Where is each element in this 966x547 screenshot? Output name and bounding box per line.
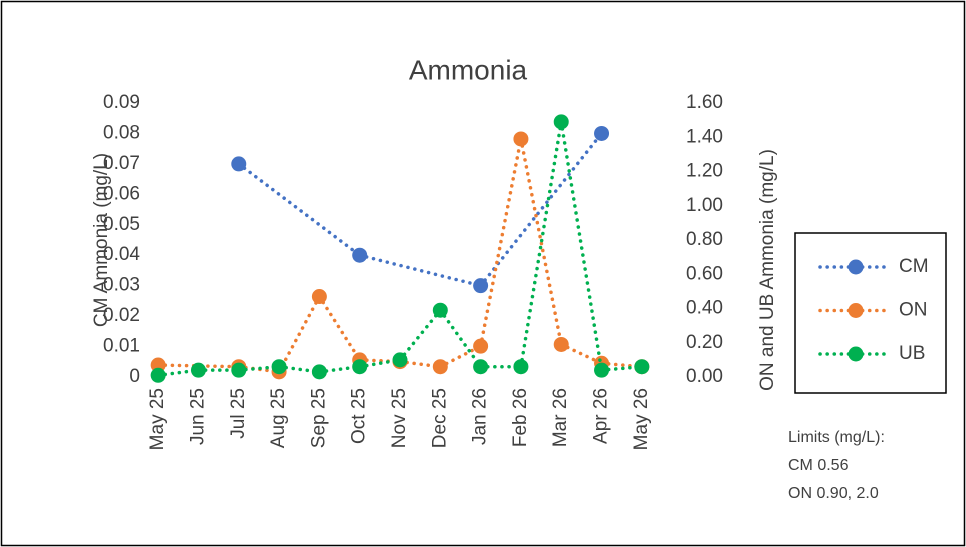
data-point — [634, 359, 650, 375]
series-line — [438, 308, 483, 369]
legend-label: UB — [899, 343, 925, 364]
series-line — [156, 363, 241, 369]
data-point — [392, 352, 408, 368]
y-tick-label: 0.06 — [103, 183, 140, 204]
data-point — [513, 359, 529, 375]
data-point — [231, 362, 247, 378]
data-point — [311, 364, 327, 380]
x-tick-label: Sep 25 — [308, 388, 329, 448]
series-line — [478, 137, 523, 348]
x-tick-label: Jul 25 — [228, 388, 249, 439]
x-tick-label: Oct 25 — [349, 388, 370, 444]
y-tick-label: 0.07 — [103, 153, 140, 174]
data-point — [190, 362, 206, 378]
data-point — [432, 302, 448, 318]
note: Limits (mg/L): — [788, 429, 885, 446]
legend-marker — [848, 259, 864, 275]
x-tick-label: Mar 26 — [550, 388, 571, 447]
x-tick-label: Jun 25 — [187, 388, 208, 445]
data-point — [553, 336, 569, 352]
series-line — [438, 344, 483, 369]
y-tick-label: 0.01 — [103, 336, 140, 357]
y-tick-label: 0.04 — [103, 244, 140, 265]
series-line — [559, 120, 604, 372]
legend-marker — [848, 346, 864, 362]
data-point — [432, 359, 448, 375]
x-tick-label: Aug 25 — [268, 388, 289, 448]
y-tick-label: 0 — [129, 366, 140, 387]
data-point — [231, 156, 247, 172]
legend-marker — [848, 303, 864, 318]
series-line — [519, 137, 563, 347]
y2-tick-label: 1.40 — [686, 126, 723, 147]
series-line — [519, 120, 563, 369]
y-axis-title: CM Ammonia (mg/L) — [91, 153, 112, 327]
y2-tick-label: 1.00 — [686, 195, 723, 216]
y-tick-label: 0.08 — [103, 122, 140, 143]
data-point — [473, 278, 489, 294]
data-point — [150, 357, 166, 373]
data-point — [473, 359, 489, 375]
data-point — [553, 114, 569, 130]
data-point — [352, 359, 368, 375]
legend-label: ON — [899, 300, 928, 321]
x-tick-label: Dec 25 — [429, 388, 450, 448]
data-point — [311, 289, 327, 305]
y2-tick-label: 0.20 — [686, 332, 723, 353]
legend-label: CM — [899, 256, 929, 277]
y2-tick-label: 0.80 — [686, 229, 723, 250]
x-tick-label: Nov 25 — [389, 388, 410, 448]
series-line — [277, 294, 322, 374]
y-tick-label: 0.09 — [103, 92, 140, 113]
x-tick-label: May 25 — [147, 388, 168, 450]
data-point — [150, 367, 166, 383]
note: ON 0.90, 2.0 — [788, 485, 879, 502]
data-point — [473, 338, 489, 354]
series-line — [357, 253, 483, 288]
y2-axis-title: ON and UB Ammonia (mg/L) — [757, 149, 778, 391]
y2-tick-label: 0.60 — [686, 263, 723, 284]
series-line — [317, 294, 362, 362]
x-tick-label: May 26 — [631, 388, 652, 450]
legend-box — [794, 232, 947, 394]
chart-title: Ammonia — [409, 54, 528, 85]
x-tick-label: Apr 26 — [591, 388, 612, 444]
x-tick-label: Feb 26 — [510, 388, 531, 447]
data-point — [594, 362, 610, 378]
data-point — [352, 247, 368, 263]
y2-tick-label: 1.20 — [686, 161, 723, 182]
y2-tick-label: 1.60 — [686, 92, 723, 113]
y-tick-label: 0.03 — [103, 275, 140, 296]
y-tick-label: 0.05 — [103, 214, 140, 235]
data-point — [594, 125, 610, 141]
data-point — [513, 131, 529, 147]
y2-tick-label: 0.00 — [686, 366, 723, 387]
data-point — [271, 359, 287, 375]
y2-tick-label: 0.40 — [686, 298, 723, 319]
note: CM 0.56 — [788, 457, 849, 474]
series-line — [237, 162, 362, 257]
x-tick-label: Jan 26 — [470, 388, 491, 445]
series-line — [478, 131, 604, 288]
y-tick-label: 0.02 — [103, 305, 140, 326]
